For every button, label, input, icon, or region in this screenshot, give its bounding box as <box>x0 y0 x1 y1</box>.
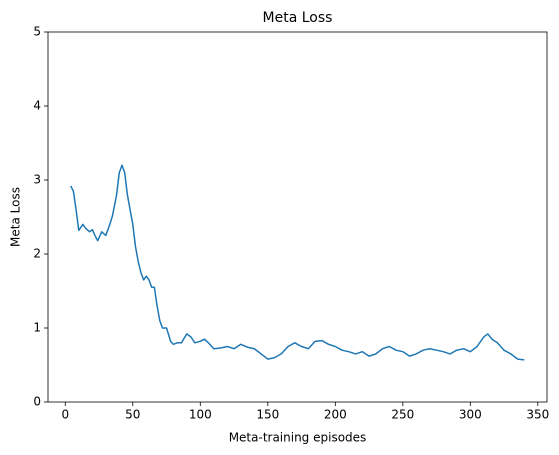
y-tick-label: 4 <box>33 99 41 113</box>
y-tick-label: 0 <box>33 395 41 409</box>
x-tick-label: 300 <box>459 408 482 422</box>
y-tick-label: 1 <box>33 321 41 335</box>
y-tick-label: 2 <box>33 247 41 261</box>
x-tick-label: 50 <box>125 408 140 422</box>
x-tick-label: 150 <box>256 408 279 422</box>
chart-title: Meta Loss <box>263 10 333 26</box>
line <box>70 164 525 361</box>
x-tick-label: 200 <box>324 408 347 422</box>
x-tick-label: 250 <box>391 408 414 422</box>
x-tick-label: 0 <box>61 408 69 422</box>
axes-frame <box>47 31 548 403</box>
x-tick-label: 350 <box>526 408 549 422</box>
x-axis-label: Meta-training episodes <box>229 431 367 445</box>
x-tick-label: 100 <box>189 408 212 422</box>
y-tick-label: 3 <box>33 173 41 187</box>
y-axis-label: Meta Loss <box>9 187 23 247</box>
y-tick-label: 5 <box>33 25 41 39</box>
